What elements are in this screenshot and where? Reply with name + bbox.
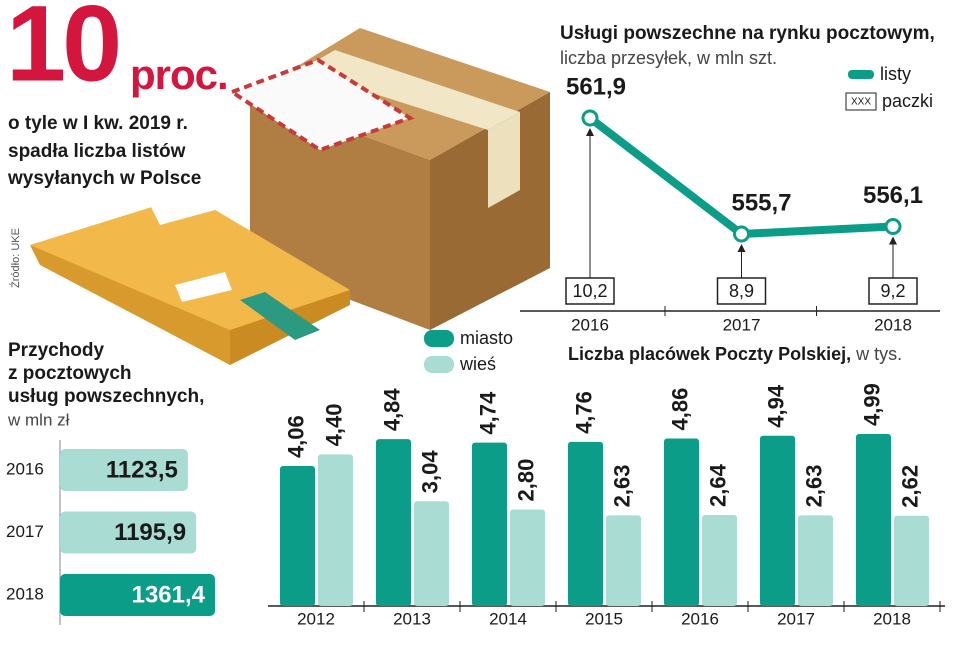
value-label: 1195,9 — [114, 519, 186, 546]
x-tick-label: 2012 — [297, 609, 335, 628]
x-tick-label: 2016 — [681, 609, 719, 628]
bar — [60, 574, 215, 616]
bar — [856, 434, 891, 606]
x-tick-label: 2015 — [585, 609, 623, 628]
value-label: 4,06 — [283, 415, 308, 458]
bar — [664, 438, 699, 606]
value-label: 4,74 — [475, 391, 500, 435]
bar — [798, 515, 833, 606]
bar — [414, 501, 449, 606]
value-label: 4,84 — [379, 388, 404, 432]
value-label: 4,86 — [667, 388, 692, 431]
x-tick-label: 2014 — [489, 609, 527, 628]
value-label: 2,62 — [897, 465, 922, 508]
value-label: 4,94 — [763, 384, 788, 428]
bar — [568, 441, 603, 606]
x-tick-label: 2018 — [874, 315, 912, 334]
value-label: 2,64 — [705, 463, 730, 507]
arrow-head — [586, 128, 594, 136]
legend-swatch — [424, 356, 454, 373]
bar — [60, 511, 197, 554]
source: Źródło: UKE — [9, 228, 22, 288]
point — [733, 225, 750, 243]
legend-label: paczki — [882, 91, 933, 111]
x-tick-label: 2017 — [723, 315, 761, 334]
paczki-box — [868, 277, 918, 305]
value-label: 4,76 — [571, 391, 596, 434]
bar — [318, 454, 353, 606]
legend-marker: XXX — [851, 97, 871, 108]
bar — [606, 515, 641, 606]
value-label: 4,40 — [321, 404, 346, 447]
value-label: 10,2 — [572, 281, 607, 301]
chart-title: z pocztowych — [8, 363, 132, 384]
legend-swatch — [848, 70, 874, 79]
legend-label: wieś — [459, 354, 496, 374]
x-tick-label: 2016 — [571, 315, 609, 334]
headline-text: spadła liczba listów — [8, 141, 186, 162]
chart-title: Liczba placówek Poczty Polskiej, w tys. — [568, 344, 902, 364]
value-label: 9,2 — [880, 281, 905, 301]
bar — [510, 509, 545, 606]
chart-title: Przychody — [8, 340, 105, 361]
title: Liczba placówek Poczty Polskiej, — [568, 344, 851, 364]
bar — [760, 435, 795, 606]
arrow-head — [889, 236, 897, 245]
value-label: 2,63 — [801, 465, 826, 508]
paczki-box — [716, 277, 767, 305]
chart-title: Usługi powszechne na rynku pocztowym, — [560, 23, 935, 44]
point — [884, 218, 902, 236]
x-tick-label: 2013 — [393, 609, 431, 628]
bar — [60, 449, 188, 491]
y-tick-label: 2017 — [6, 522, 44, 541]
value-label: 3,04 — [417, 450, 442, 494]
headline-number: 10 — [6, 0, 118, 104]
line-listy — [587, 114, 894, 238]
point — [581, 109, 599, 127]
chart-subtitle: w mln zł — [7, 410, 70, 429]
chart-subtitle: liczba przesyłek, w mln szt. — [560, 48, 777, 68]
bar — [280, 466, 315, 606]
headline-text: o tyle w I kw. 2019 r. — [8, 113, 188, 134]
chart-title: usług powszechnych, — [8, 386, 204, 407]
arrow-head — [737, 244, 746, 252]
headline-text: wysyłanych w Polsce — [7, 168, 201, 189]
legend-label: miasto — [460, 328, 513, 348]
value-label: 561,9 — [566, 73, 626, 100]
bar — [702, 515, 737, 606]
bar — [894, 515, 929, 606]
bar — [472, 442, 507, 606]
value-label: 555,7 — [731, 189, 791, 216]
x-tick-label: 2017 — [777, 609, 815, 628]
paczki-box — [565, 277, 615, 305]
value-label: 4,99 — [859, 383, 884, 426]
value-label: 8,9 — [729, 281, 754, 301]
bar — [376, 439, 411, 606]
value-label: 1361,4 — [132, 581, 206, 608]
legend-swatch — [424, 330, 454, 347]
legend-swatch — [845, 92, 877, 111]
illustration — [30, 28, 550, 365]
legend-label: listy — [880, 64, 911, 84]
subtitle: w tys. — [855, 344, 902, 364]
headline-unit: proc. — [130, 51, 228, 98]
x-tick-label: 2018 — [873, 609, 911, 628]
value-label: 556,1 — [863, 182, 923, 209]
value-label: 1123,5 — [106, 456, 178, 483]
value-label: 2,80 — [513, 459, 538, 502]
value-label: 2,63 — [609, 465, 634, 508]
y-tick-label: 2018 — [6, 584, 44, 603]
y-tick-label: 2016 — [6, 459, 44, 478]
